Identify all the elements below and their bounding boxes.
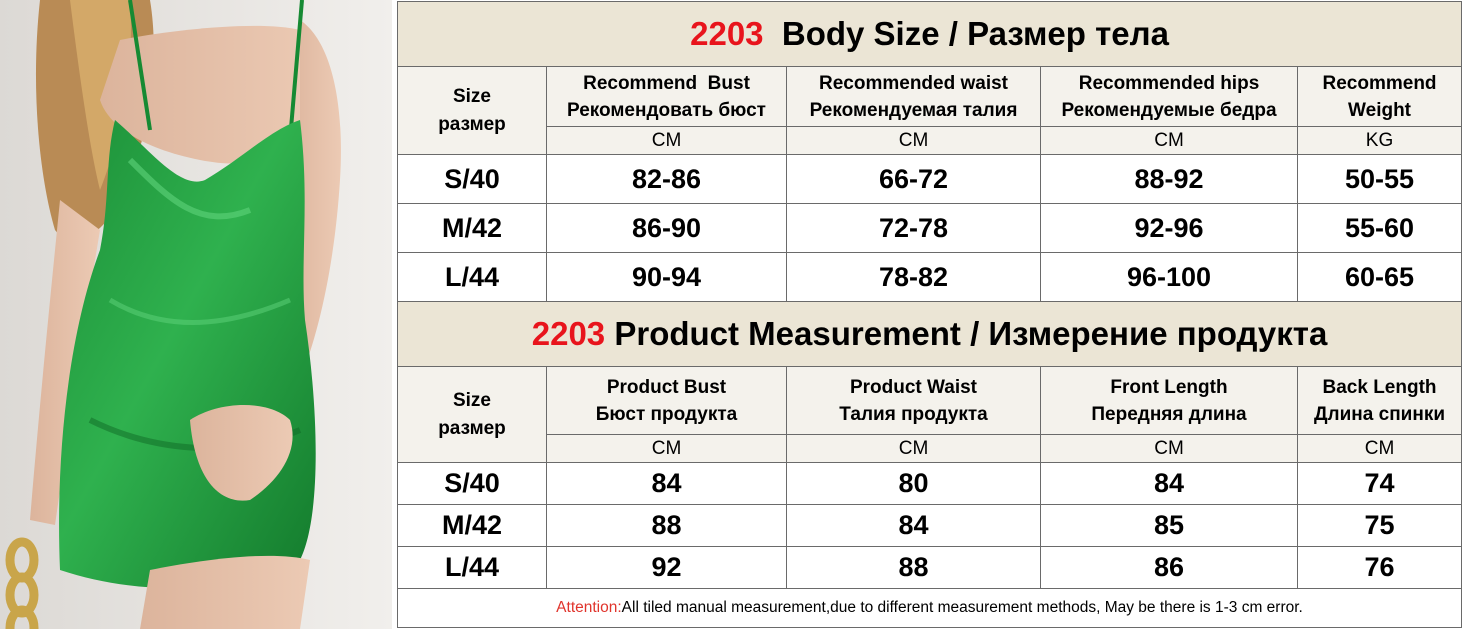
product-measurement-title: 2203 Product Measurement / Измерение про… [396, 301, 1463, 367]
unit-cell: CM [1296, 434, 1463, 463]
col-header-back-length: Back Length Длина спинки [1296, 366, 1463, 435]
table-row: L/44 92 88 86 76 [397, 546, 1463, 589]
value-cell: 75 [1296, 504, 1463, 547]
size-cell: L/44 [397, 252, 547, 302]
value-cell: 84 [546, 462, 787, 505]
product-photo [0, 0, 392, 629]
value-cell: 82-86 [546, 154, 787, 204]
unit-cell: CM [786, 434, 1041, 463]
size-cell: M/42 [397, 504, 547, 547]
col-header-front-length: Front Length Передняя длина [1040, 366, 1298, 435]
body-size-title-text: Body Size / Размер тела [781, 15, 1169, 52]
col-header-weight: Recommend Weight [1296, 66, 1463, 127]
value-cell: 60-65 [1296, 252, 1463, 302]
unit-cell: CM [546, 126, 787, 155]
size-label-ru: размер [438, 417, 506, 439]
value-cell: 50-55 [1296, 154, 1463, 204]
size-chart: 2203 Body Size / Размер тела Size размер… [396, 1, 1463, 628]
unit-cell: CM [546, 434, 787, 463]
size-label-en: Size [452, 389, 492, 411]
value-cell: 76 [1296, 546, 1463, 589]
value-cell: 80 [786, 462, 1041, 505]
size-cell: M/42 [397, 203, 547, 253]
value-cell: 86-90 [546, 203, 787, 253]
col-header-product-waist: Product Waist Талия продукта [786, 366, 1041, 435]
value-cell: 74 [1296, 462, 1463, 505]
size-table: 2203 Body Size / Размер тела Size размер… [396, 1, 1463, 628]
unit-cell: CM [786, 126, 1041, 155]
value-cell: 66-72 [786, 154, 1041, 204]
unit-cell: KG [1296, 126, 1463, 155]
size-cell: S/40 [397, 462, 547, 505]
table-row: L/44 90-94 78-82 96-100 60-65 [397, 252, 1463, 302]
size-label-ru: размер [438, 113, 506, 135]
table-row: S/40 82-86 66-72 88-92 50-55 [397, 154, 1463, 204]
value-cell: 90-94 [546, 252, 787, 302]
product-title-text: Product Measurement / Измерение продукта [614, 315, 1328, 352]
table-row: M/42 86-90 72-78 92-96 55-60 [397, 203, 1463, 253]
value-cell: 92-96 [1040, 203, 1298, 253]
value-cell: 96-100 [1040, 252, 1298, 302]
size-cell: S/40 [397, 154, 547, 204]
value-cell: 88-92 [1040, 154, 1298, 204]
product-title-number: 2203 [531, 315, 606, 352]
value-cell: 84 [1040, 462, 1298, 505]
product-size-header: Size размер [397, 366, 547, 463]
col-header-bust: Recommend Bust Рекомендовать бюст [546, 66, 787, 127]
unit-cell: CM [1040, 434, 1298, 463]
value-cell: 86 [1040, 546, 1298, 589]
size-label-en: Size [452, 85, 492, 107]
table-row: M/42 88 84 85 75 [397, 504, 1463, 547]
attention-note: Attention:All tiled manual measurement,d… [396, 588, 1463, 628]
value-cell: 78-82 [786, 252, 1041, 302]
body-size-size-header: Size размер [397, 66, 547, 155]
value-cell: 92 [546, 546, 787, 589]
unit-cell: CM [1040, 126, 1298, 155]
size-cell: L/44 [397, 546, 547, 589]
attention-text: All tiled manual measurement,due to diff… [621, 599, 1303, 616]
col-header-hips: Recommended hips Рекомендуемые бедра [1040, 66, 1298, 127]
col-header-waist: Recommended waist Рекомендуемая талия [786, 66, 1041, 127]
body-size-title-number: 2203 [690, 15, 764, 52]
table-row: S/40 84 80 84 74 [397, 462, 1463, 505]
value-cell: 88 [546, 504, 787, 547]
value-cell: 72-78 [786, 203, 1041, 253]
body-size-title: 2203 Body Size / Размер тела [396, 1, 1463, 67]
col-header-product-bust: Product Bust Бюст продукта [546, 366, 787, 435]
value-cell: 84 [786, 504, 1041, 547]
value-cell: 85 [1040, 504, 1298, 547]
attention-label: Attention: [556, 599, 622, 616]
value-cell: 88 [786, 546, 1041, 589]
value-cell: 55-60 [1296, 203, 1463, 253]
